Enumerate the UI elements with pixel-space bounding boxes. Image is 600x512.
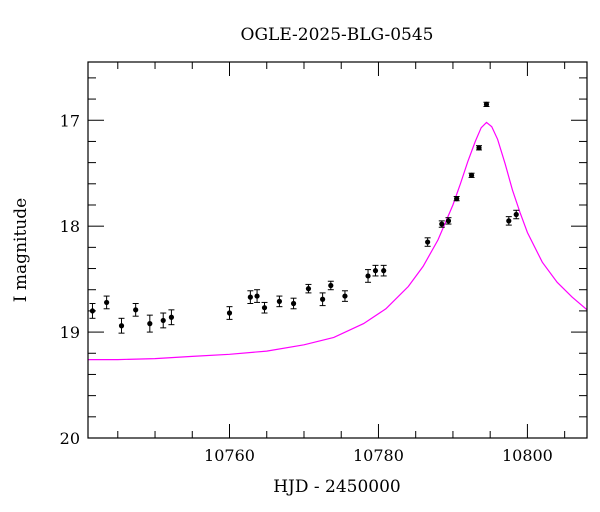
x-axis-label: HJD - 2450000 [273, 477, 401, 497]
data-point [372, 268, 379, 274]
data-point [104, 299, 110, 306]
data-point [483, 101, 490, 107]
y-axis-label: I magnitude [11, 198, 31, 302]
x-tick-label: 10760 [204, 446, 255, 465]
data-point [513, 211, 519, 218]
data-point [342, 293, 348, 299]
data-point [381, 268, 387, 274]
data-point [468, 172, 475, 178]
data-point [147, 321, 153, 327]
data-point [160, 317, 166, 324]
model-curve [88, 121, 587, 361]
y-tick-label: 19 [60, 323, 80, 342]
data-point [320, 296, 326, 302]
data-point [247, 294, 253, 300]
data-point [226, 310, 233, 316]
data-point [454, 196, 460, 202]
x-tick-label: 10780 [353, 446, 404, 465]
tick-labels: 10760 10780 10800 17 18 19 20 [60, 111, 553, 465]
data-point [118, 323, 125, 329]
y-tick-label: 17 [60, 111, 80, 130]
data-point [445, 218, 452, 224]
data-point [328, 282, 334, 289]
data-point [476, 145, 482, 151]
data-point [89, 308, 96, 314]
data-point [439, 221, 445, 227]
data-point [254, 293, 260, 299]
data-point [133, 307, 139, 313]
data-point [290, 300, 297, 307]
x-tick-label: 10800 [502, 446, 553, 465]
data-point [365, 273, 371, 279]
axis-ticks [88, 62, 587, 439]
data-point [261, 305, 268, 311]
data-point [425, 239, 431, 245]
data-point [276, 298, 283, 304]
data-point [305, 286, 312, 292]
chart-title: OGLE-2025-BLG-0545 [241, 25, 434, 45]
data-point [168, 314, 175, 320]
y-tick-label: 18 [60, 217, 80, 236]
data-points [89, 101, 520, 334]
data-point [506, 218, 512, 224]
plot-frame [87, 61, 588, 439]
y-tick-label: 20 [60, 429, 80, 448]
